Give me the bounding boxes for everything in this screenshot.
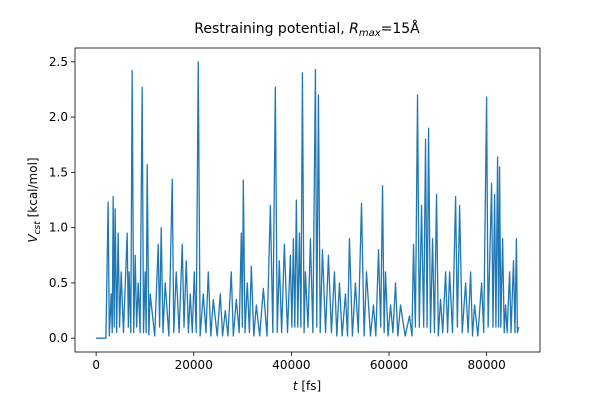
title-symbol: R	[349, 21, 359, 37]
x-tick-label: 20000	[175, 358, 213, 372]
y-tick-label: 2.5	[49, 55, 68, 69]
title-suffix: =15Å	[381, 20, 421, 37]
y-label-symbol: V	[26, 234, 40, 243]
data-line	[96, 61, 520, 339]
x-tick-label: 40000	[272, 358, 310, 372]
y-tick-label: 1.0	[49, 221, 68, 235]
y-tick-label: 0.5	[49, 276, 68, 290]
x-tick-label: 80000	[468, 358, 506, 372]
x-tick-label: 0	[92, 358, 100, 372]
x-tick-label: 60000	[370, 358, 408, 372]
x-label-symbol: t	[293, 379, 299, 393]
y-tick-label: 2.0	[49, 110, 68, 124]
y-axis-label: Vcst [kcal/mol]	[26, 157, 43, 242]
chart-title: Restraining potential, Rmax=15Å	[194, 20, 420, 39]
title-text: Restraining potential,	[194, 21, 349, 37]
title-subscript: max	[359, 28, 381, 39]
x-label-suffix: [fs]	[298, 379, 322, 393]
y-tick-label: 1.5	[49, 165, 68, 179]
y-label-subscript: cst	[33, 221, 43, 235]
y-label-suffix: [kcal/mol]	[26, 157, 40, 221]
y-tick-label: 0.0	[49, 331, 68, 345]
x-axis-label: t [fs]	[293, 379, 321, 393]
axes-frame	[74, 47, 541, 353]
